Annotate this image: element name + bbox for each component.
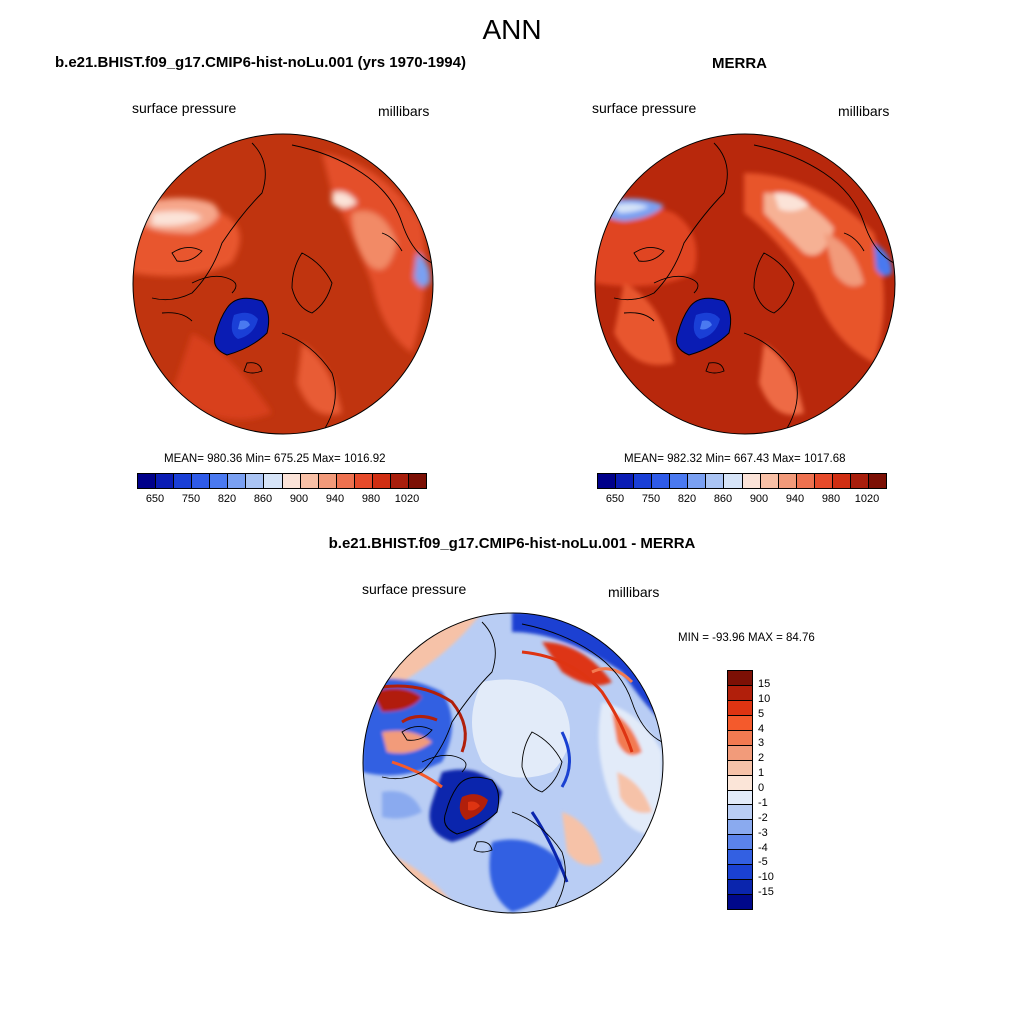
diff-colorbar-tick-label: 10 bbox=[758, 692, 771, 705]
model-colorbar-tick-label: 650 bbox=[145, 493, 165, 505]
model-colorbar-box bbox=[174, 474, 193, 488]
diff-colorbar-box bbox=[728, 865, 752, 881]
diff-variable-label: surface pressure bbox=[362, 581, 467, 597]
model-colorbar-box bbox=[300, 474, 319, 488]
model-colorbar-tick-label: 860 bbox=[253, 493, 273, 505]
diff-colorbar-box bbox=[728, 671, 752, 686]
model-stats: MEAN= 980.36 Min= 675.25 Max= 1016.92 bbox=[164, 453, 386, 465]
obs-colorbar-tick-label: 650 bbox=[605, 493, 625, 505]
diff-colorbar-box bbox=[728, 685, 752, 701]
diff-colorbar bbox=[727, 670, 753, 910]
obs-colorbar-box bbox=[868, 474, 886, 488]
model-colorbar-tick-label: 820 bbox=[217, 493, 237, 505]
obs-colorbar-box bbox=[742, 474, 761, 488]
diff-colorbar-tick-label: 3 bbox=[758, 737, 765, 750]
obs-colorbar-tick-label: 980 bbox=[821, 493, 841, 505]
model-panel-title: b.e21.BHIST.f09_g17.CMIP6-hist-noLu.001 … bbox=[55, 54, 466, 71]
model-colorbar-box bbox=[138, 474, 157, 488]
figure-title: ANN bbox=[482, 14, 542, 45]
diff-colorbar-tick-label: -10 bbox=[758, 871, 774, 884]
model-colorbar-box bbox=[408, 474, 426, 488]
model-colorbar-box bbox=[318, 474, 337, 488]
obs-colorbar bbox=[597, 473, 887, 489]
obs-colorbar-tick-label: 940 bbox=[785, 493, 805, 505]
diff-colorbar-tick-label: -1 bbox=[758, 796, 768, 809]
obs-units-label: millibars bbox=[838, 103, 890, 119]
model-variable-label: surface pressure bbox=[132, 100, 237, 116]
diff-colorbar-box bbox=[728, 745, 752, 761]
diff-colorbar-tick-label: -2 bbox=[758, 811, 768, 824]
obs-colorbar-tick-label: 900 bbox=[749, 493, 769, 505]
model-colorbar-box bbox=[210, 474, 229, 488]
model-colorbar-box bbox=[354, 474, 373, 488]
diff-colorbar-box bbox=[728, 730, 752, 746]
diff-colorbar-box bbox=[728, 805, 752, 821]
model-colorbar-box bbox=[372, 474, 391, 488]
diff-colorbar-box bbox=[728, 880, 752, 896]
obs-colorbar-box bbox=[832, 474, 851, 488]
obs-colorbar-box bbox=[616, 474, 635, 488]
model-colorbar bbox=[137, 473, 427, 489]
diff-colorbar-tick-label: -5 bbox=[758, 856, 768, 869]
obs-colorbar-tick-label: 1020 bbox=[854, 493, 880, 505]
obs-stats: MEAN= 982.32 Min= 667.43 Max= 1017.68 bbox=[624, 453, 846, 465]
obs-colorbar-box bbox=[778, 474, 797, 488]
diff-stats: MIN = -93.96 MAX = 84.76 bbox=[678, 632, 815, 644]
obs-panel-title: MERRA bbox=[712, 55, 767, 72]
model-colorbar-box bbox=[282, 474, 301, 488]
diff-colorbar-box bbox=[728, 790, 752, 806]
obs-colorbar-box bbox=[814, 474, 833, 488]
obs-colorbar-tick-label: 860 bbox=[713, 493, 733, 505]
diff-units-label: millibars bbox=[608, 584, 660, 600]
model-colorbar-tick-label: 1020 bbox=[394, 493, 420, 505]
obs-colorbar-box bbox=[850, 474, 869, 488]
model-colorbar-tick-label: 980 bbox=[361, 493, 381, 505]
diff-colorbar-tick-label: 4 bbox=[758, 722, 765, 735]
model-colorbar-tick-label: 900 bbox=[289, 493, 309, 505]
diff-colorbar-tick-label: 0 bbox=[758, 782, 765, 794]
obs-colorbar-box bbox=[652, 474, 671, 488]
diff-colorbar-tick-label: -4 bbox=[758, 841, 768, 854]
diff-polar-map bbox=[362, 612, 664, 914]
diff-colorbar-tick-label: 15 bbox=[758, 677, 771, 690]
diff-colorbar-tick-label: -3 bbox=[758, 826, 768, 839]
obs-variable-label: surface pressure bbox=[592, 100, 697, 116]
obs-colorbar-tick-label: 750 bbox=[641, 493, 661, 505]
model-colorbar-tick-label: 750 bbox=[181, 493, 201, 505]
obs-colorbar-box bbox=[634, 474, 653, 488]
obs-colorbar-box bbox=[760, 474, 779, 488]
obs-colorbar-box bbox=[670, 474, 689, 488]
model-polar-map bbox=[132, 133, 434, 435]
diff-colorbar-tick-label: 5 bbox=[758, 707, 765, 720]
diff-panel-title: b.e21.BHIST.f09_g17.CMIP6-hist-noLu.001 … bbox=[328, 535, 696, 552]
model-colorbar-box bbox=[264, 474, 283, 488]
diff-colorbar-tick-label: -15 bbox=[758, 886, 774, 899]
diff-colorbar-box bbox=[728, 700, 752, 716]
model-colorbar-box bbox=[192, 474, 211, 488]
diff-colorbar-box bbox=[728, 820, 752, 836]
diff-colorbar-box bbox=[728, 775, 752, 791]
diff-colorbar-box bbox=[728, 760, 752, 776]
model-colorbar-box bbox=[246, 474, 265, 488]
obs-colorbar-box bbox=[706, 474, 725, 488]
diff-colorbar-tick-label: 1 bbox=[758, 767, 765, 780]
model-units-label: millibars bbox=[378, 103, 430, 119]
model-colorbar-box bbox=[390, 474, 409, 488]
diff-colorbar-box bbox=[728, 835, 752, 851]
model-colorbar-box bbox=[336, 474, 355, 488]
obs-colorbar-box bbox=[796, 474, 815, 488]
model-colorbar-box bbox=[156, 474, 175, 488]
diff-colorbar-box bbox=[728, 715, 752, 731]
obs-colorbar-box bbox=[724, 474, 743, 488]
diff-colorbar-tick-label: 2 bbox=[758, 752, 765, 765]
obs-colorbar-tick-label: 820 bbox=[677, 493, 697, 505]
obs-colorbar-box bbox=[598, 474, 617, 488]
model-colorbar-tick-label: 940 bbox=[325, 493, 345, 505]
model-colorbar-box bbox=[228, 474, 247, 488]
obs-polar-map bbox=[594, 133, 896, 435]
diff-colorbar-box bbox=[728, 895, 752, 909]
diff-colorbar-box bbox=[728, 850, 752, 866]
obs-colorbar-box bbox=[688, 474, 707, 488]
